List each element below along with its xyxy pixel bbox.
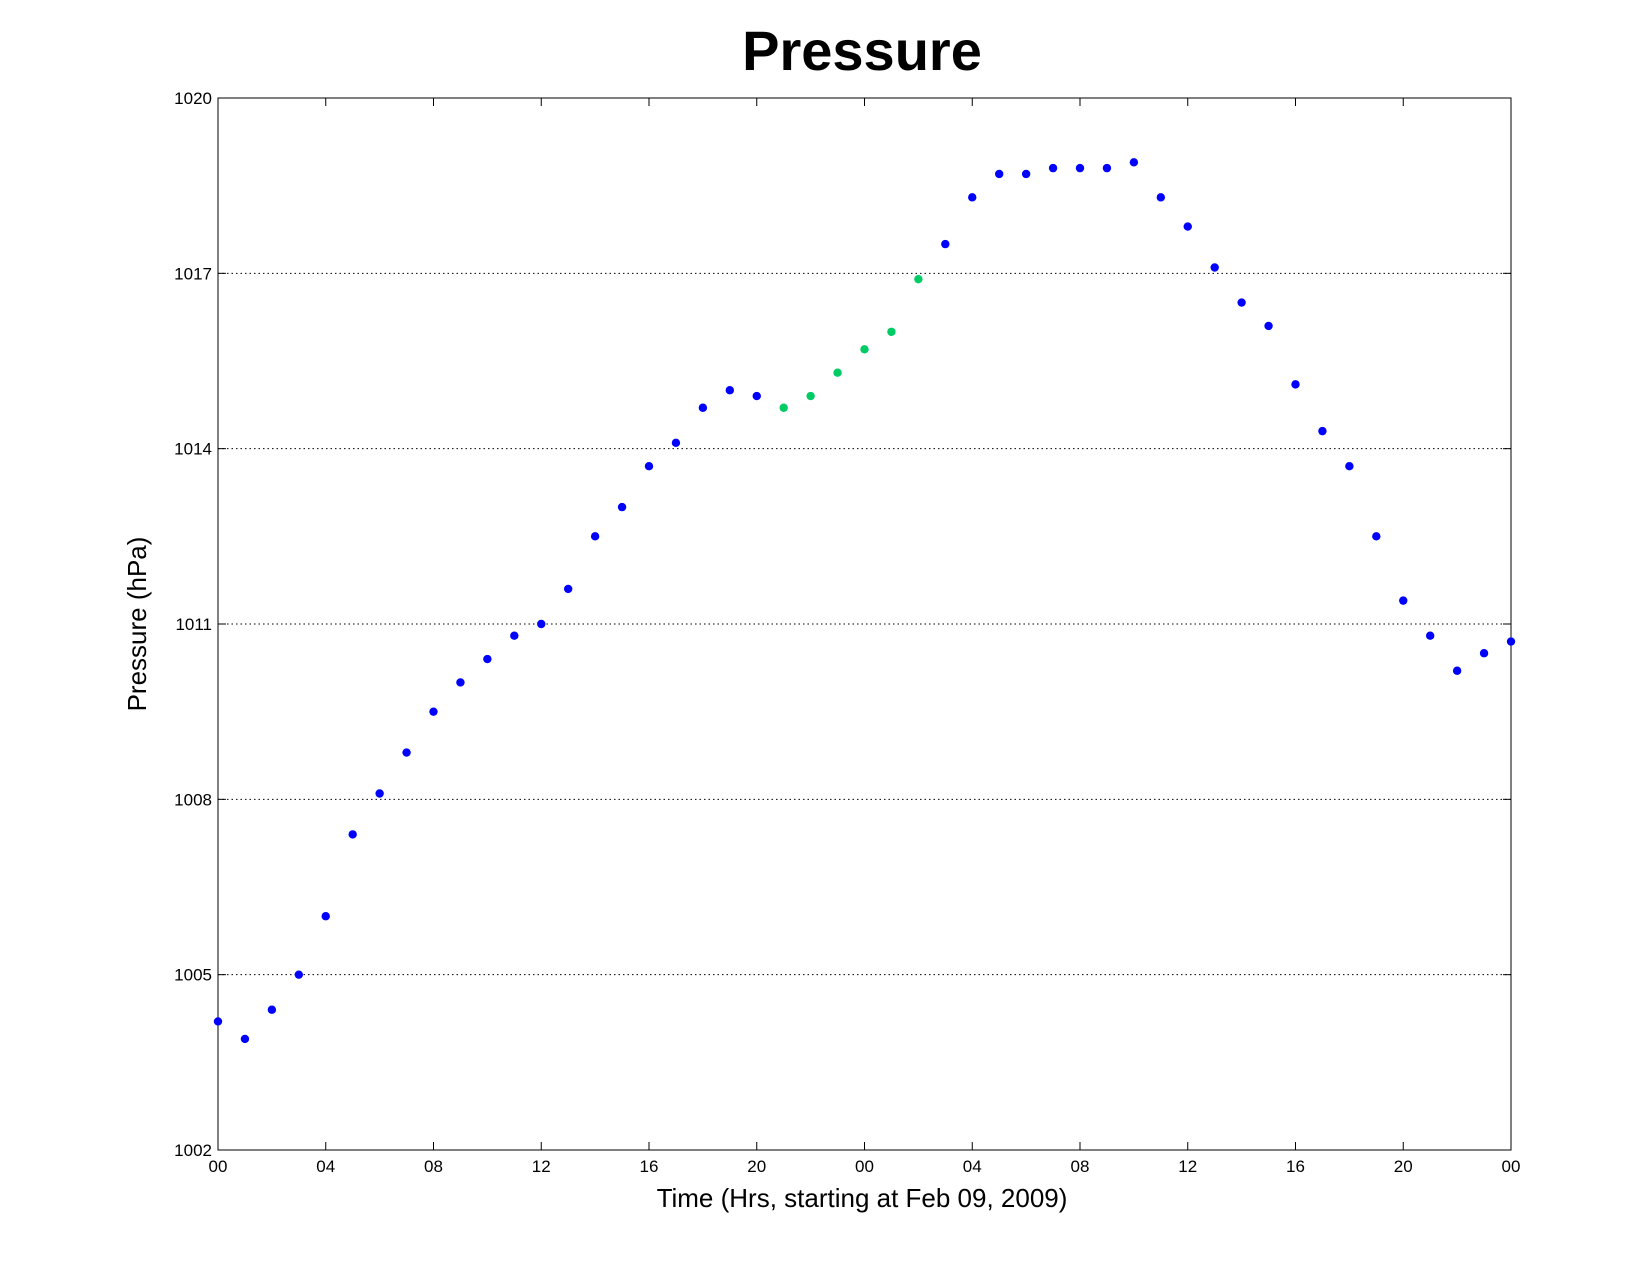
x-tick-label: 04	[963, 1157, 982, 1176]
data-point	[1506, 637, 1516, 646]
data-point	[1129, 158, 1139, 167]
data-point	[1291, 380, 1300, 389]
data-point	[860, 345, 869, 354]
data-point	[563, 584, 573, 594]
data-point	[1021, 169, 1031, 179]
data-point	[1048, 163, 1058, 173]
data-point	[267, 1005, 277, 1014]
axis-ticks: 1002 1005 1008 1011 1014 1017 1020 00 04 08 12 16 20…	[174, 89, 1520, 1176]
data-point	[1479, 649, 1489, 658]
data-point	[240, 1034, 250, 1044]
data-point	[402, 748, 411, 757]
x-tick-label: 16	[1286, 1157, 1305, 1176]
y-tick-label: 1014	[174, 440, 212, 459]
data-point	[483, 654, 492, 664]
data-point	[1156, 193, 1166, 202]
data-point	[752, 391, 761, 401]
data-point	[1452, 666, 1462, 675]
data-point	[644, 462, 654, 471]
data-point	[671, 438, 681, 448]
y-tick-label: 1008	[174, 790, 212, 809]
data-point	[914, 274, 923, 284]
data-point	[941, 239, 950, 249]
data-points	[213, 158, 1516, 1044]
data-point	[510, 631, 519, 640]
data-point	[1399, 596, 1408, 605]
data-point	[1372, 532, 1381, 541]
x-tick-label: 12	[1178, 1157, 1197, 1176]
data-point	[348, 830, 357, 839]
data-point	[617, 502, 627, 512]
grid-lines	[218, 272, 1511, 976]
x-tick-label: 00	[1502, 1157, 1521, 1176]
data-point	[779, 403, 788, 412]
data-point	[1210, 263, 1219, 272]
y-tick-label: 1017	[174, 264, 212, 283]
data-point	[537, 619, 546, 629]
y-tick-label: 1005	[174, 966, 212, 985]
data-point	[590, 532, 600, 541]
data-point	[429, 707, 438, 716]
y-tick-label: 1020	[174, 89, 212, 108]
data-point	[321, 912, 330, 921]
data-point	[994, 169, 1004, 179]
data-point	[698, 403, 708, 412]
data-point	[968, 193, 977, 202]
x-tick-label: 08	[1071, 1157, 1090, 1176]
x-tick-label: 08	[424, 1157, 443, 1176]
data-point	[1102, 163, 1112, 173]
data-point	[1183, 222, 1192, 231]
data-point	[806, 391, 815, 401]
data-point	[887, 327, 896, 336]
x-tick-label: 04	[316, 1157, 335, 1176]
data-point	[1345, 462, 1354, 471]
chart-title: Pressure	[742, 19, 982, 82]
data-point	[1318, 426, 1327, 436]
data-point	[833, 368, 842, 377]
data-point	[1075, 163, 1085, 173]
data-point	[1264, 321, 1273, 331]
data-point	[456, 678, 465, 687]
x-tick-label: 16	[640, 1157, 659, 1176]
x-tick-label: 20	[1394, 1157, 1413, 1176]
data-point	[1425, 631, 1435, 640]
data-point	[375, 789, 384, 798]
y-tick-label: 1011	[175, 615, 212, 634]
data-point	[1237, 298, 1246, 307]
data-point	[725, 386, 735, 395]
x-tick-label: 20	[747, 1157, 766, 1176]
x-tick-label: 00	[209, 1157, 228, 1176]
data-point	[213, 1017, 223, 1026]
y-tick-label: 1002	[174, 1141, 212, 1160]
x-tick-label: 00	[855, 1157, 874, 1176]
y-axis-label: Pressure (hPa)	[122, 537, 152, 712]
x-axis-label: Time (Hrs, starting at Feb 09, 2009)	[657, 1183, 1068, 1213]
data-point	[294, 970, 304, 979]
x-tick-label: 12	[532, 1157, 551, 1176]
